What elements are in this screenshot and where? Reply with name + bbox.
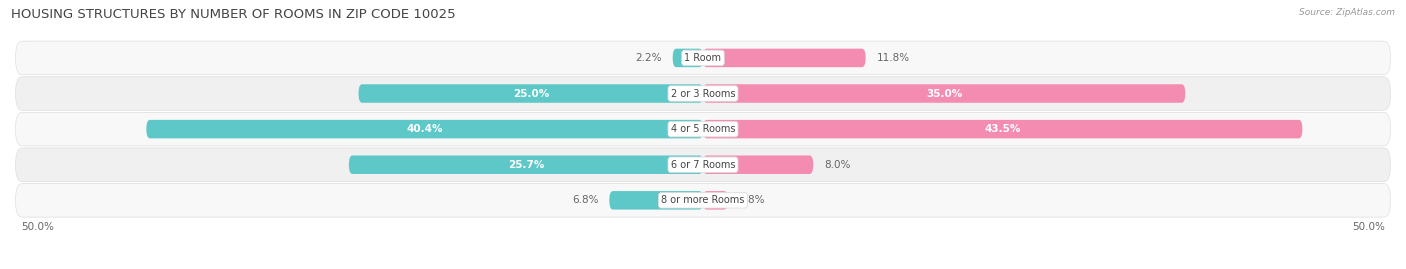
Text: 2 or 3 Rooms: 2 or 3 Rooms bbox=[671, 89, 735, 98]
FancyBboxPatch shape bbox=[18, 41, 1388, 75]
FancyBboxPatch shape bbox=[703, 191, 728, 210]
Text: 6.8%: 6.8% bbox=[572, 195, 599, 205]
Text: 25.0%: 25.0% bbox=[513, 89, 548, 98]
FancyBboxPatch shape bbox=[146, 120, 703, 138]
Text: 40.4%: 40.4% bbox=[406, 124, 443, 134]
Text: 8 or more Rooms: 8 or more Rooms bbox=[661, 195, 745, 205]
FancyBboxPatch shape bbox=[349, 155, 703, 174]
FancyBboxPatch shape bbox=[703, 49, 866, 67]
FancyBboxPatch shape bbox=[18, 148, 1388, 182]
Text: 35.0%: 35.0% bbox=[927, 89, 962, 98]
Text: 50.0%: 50.0% bbox=[1353, 222, 1385, 232]
FancyBboxPatch shape bbox=[18, 112, 1388, 146]
Text: 11.8%: 11.8% bbox=[876, 53, 910, 63]
FancyBboxPatch shape bbox=[15, 112, 1391, 146]
Text: 6 or 7 Rooms: 6 or 7 Rooms bbox=[671, 160, 735, 170]
Text: 1.8%: 1.8% bbox=[738, 195, 765, 205]
FancyBboxPatch shape bbox=[359, 84, 703, 103]
FancyBboxPatch shape bbox=[609, 191, 703, 210]
FancyBboxPatch shape bbox=[703, 120, 1302, 138]
Text: 43.5%: 43.5% bbox=[984, 124, 1021, 134]
FancyBboxPatch shape bbox=[15, 41, 1391, 75]
FancyBboxPatch shape bbox=[18, 183, 1388, 217]
Text: 8.0%: 8.0% bbox=[824, 160, 851, 170]
FancyBboxPatch shape bbox=[703, 155, 813, 174]
FancyBboxPatch shape bbox=[15, 148, 1391, 182]
FancyBboxPatch shape bbox=[15, 77, 1391, 110]
Text: 4 or 5 Rooms: 4 or 5 Rooms bbox=[671, 124, 735, 134]
Text: HOUSING STRUCTURES BY NUMBER OF ROOMS IN ZIP CODE 10025: HOUSING STRUCTURES BY NUMBER OF ROOMS IN… bbox=[11, 8, 456, 21]
FancyBboxPatch shape bbox=[703, 84, 1185, 103]
Text: 1 Room: 1 Room bbox=[685, 53, 721, 63]
FancyBboxPatch shape bbox=[18, 76, 1388, 111]
Text: Source: ZipAtlas.com: Source: ZipAtlas.com bbox=[1299, 8, 1395, 17]
Text: 2.2%: 2.2% bbox=[636, 53, 662, 63]
Text: 50.0%: 50.0% bbox=[21, 222, 53, 232]
FancyBboxPatch shape bbox=[15, 183, 1391, 217]
FancyBboxPatch shape bbox=[672, 49, 703, 67]
Text: 25.7%: 25.7% bbox=[508, 160, 544, 170]
